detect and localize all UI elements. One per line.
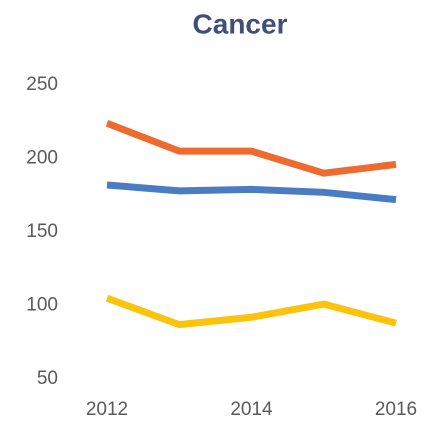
x-tick-label: 2016 xyxy=(375,399,417,420)
y-tick-label: 250 xyxy=(26,74,58,95)
y-tick-label: 50 xyxy=(37,368,58,389)
x-tick-label: 2012 xyxy=(86,399,128,420)
y-tick-label: 100 xyxy=(26,295,58,316)
series-line xyxy=(106,181,397,204)
x-tick-label: 2014 xyxy=(230,399,273,420)
y-tick-label: 150 xyxy=(26,221,58,242)
y-tick-label: 200 xyxy=(26,148,58,169)
chart-title: Cancer xyxy=(193,8,288,39)
series-line xyxy=(105,119,397,177)
series-line xyxy=(105,294,397,329)
